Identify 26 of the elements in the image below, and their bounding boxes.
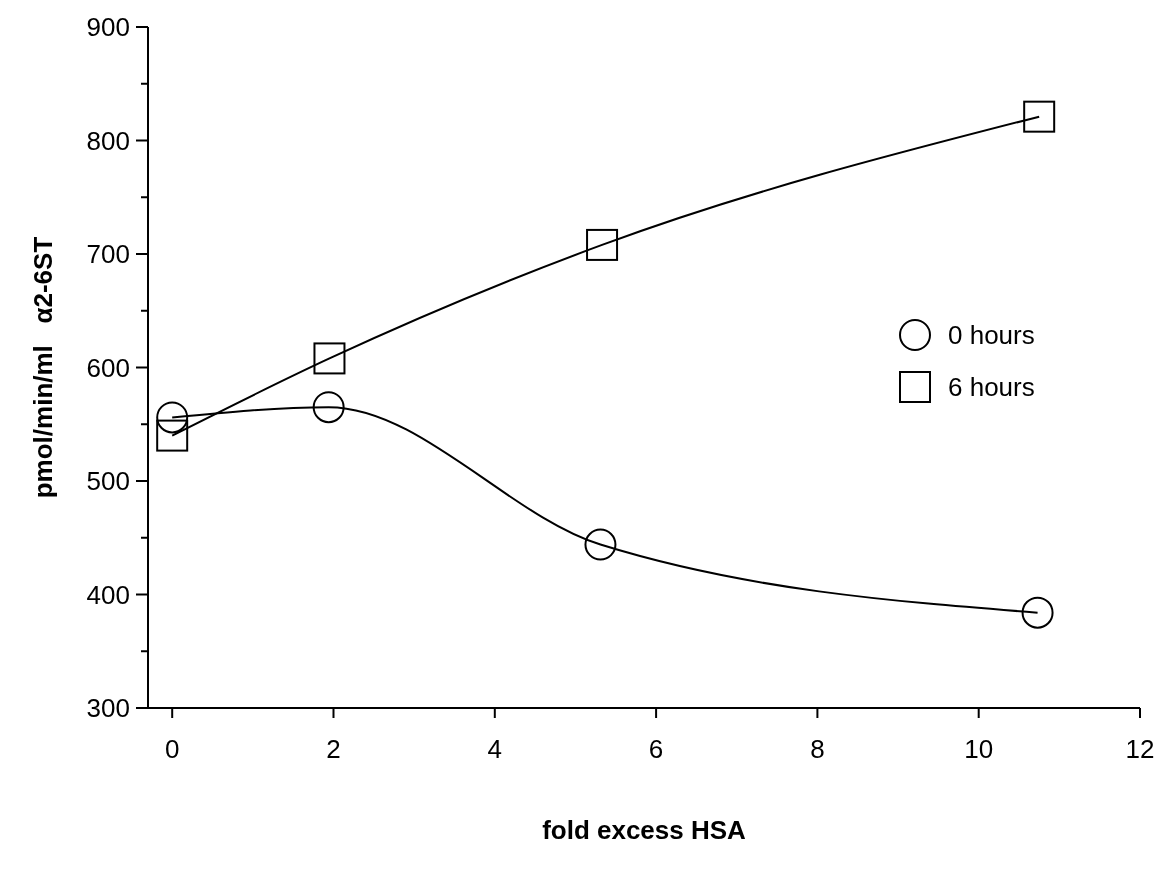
x-tick-label: 6 — [648, 734, 664, 764]
x-tick-label: 0 — [164, 734, 180, 764]
y-tick-label: 700 — [86, 239, 130, 270]
legend-label: 0 hours — [948, 320, 1035, 351]
x-tick-label: 10 — [964, 734, 994, 764]
point — [312, 391, 345, 424]
x-tick-label: 4 — [487, 734, 503, 764]
y-tick-label: 900 — [86, 12, 130, 43]
point — [586, 228, 619, 261]
x-tick-label: 2 — [326, 734, 341, 764]
y-tick-label: 800 — [86, 125, 130, 156]
y-tick-label: 600 — [86, 352, 130, 383]
legend-label: 6 hours — [948, 372, 1035, 403]
x-tick-label: 8 — [810, 734, 825, 764]
point — [156, 419, 189, 452]
point — [313, 342, 346, 375]
point — [1023, 100, 1056, 133]
x-tick-label: 12 — [1125, 734, 1155, 764]
y-tick-label: 500 — [86, 466, 130, 497]
y-tick-label: 400 — [86, 579, 130, 610]
y-axis-title: pmol/min/ml α2-6ST — [28, 236, 58, 499]
x-axis-title: fold excess HSA — [542, 815, 747, 845]
point — [1021, 596, 1054, 629]
point — [584, 528, 617, 561]
y-tick-label: 300 — [86, 693, 130, 724]
point — [156, 401, 189, 434]
